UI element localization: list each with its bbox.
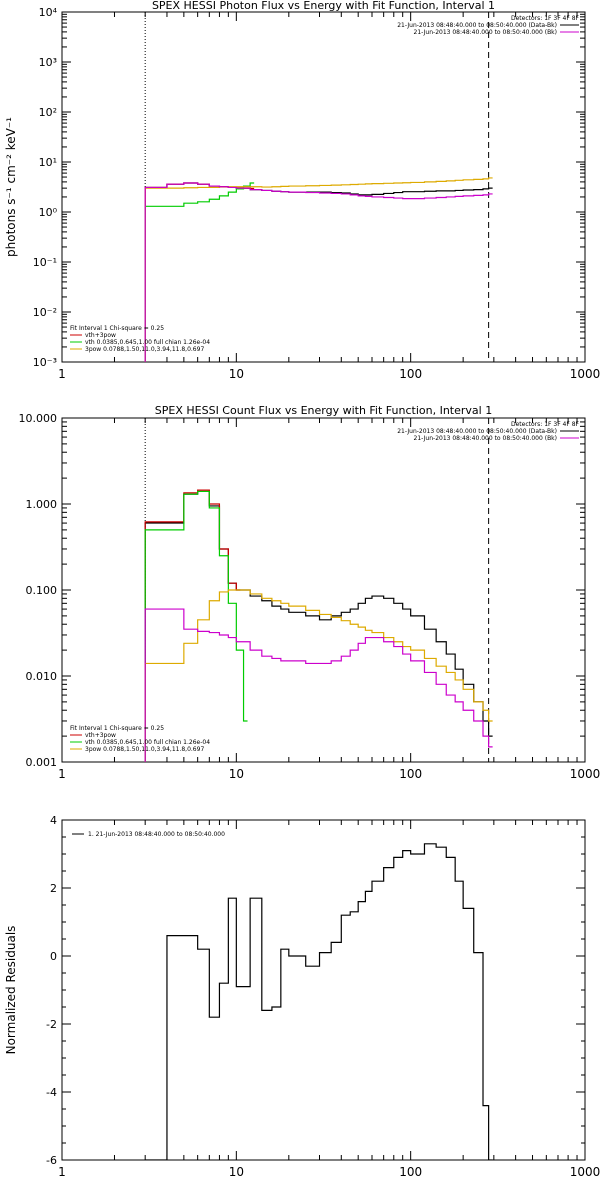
plot-frame-2 — [61, 417, 586, 763]
series-1-1 — [144, 182, 493, 362]
legend-bottom-line: vth 0.0385,0.645,1.00 full chian 1.26e-0… — [85, 739, 210, 746]
legend-bottom-line: Fit Interval 1 Chi-square = 0.25 — [70, 325, 164, 332]
y-tick-label: 10² — [39, 106, 57, 119]
y-tick-label: 10³ — [39, 56, 57, 69]
x-tick-label: 10 — [229, 1165, 244, 1179]
legend-bottom-line: vth 0.0385,0.645,1.00 full chian 1.26e-0… — [85, 339, 210, 346]
y-axis-label-1: photons s⁻¹ cm⁻² keV⁻¹ — [4, 117, 18, 257]
legend-top-line: Detectors: 1F 3F 4F 8F — [511, 421, 580, 428]
x-tick-label: 100 — [399, 767, 422, 781]
legend-bottom-line: vth+3pow — [85, 332, 116, 339]
y-tick-label: 10⁻² — [33, 306, 57, 319]
series-1-5 — [144, 182, 493, 362]
legend-bottom-line: vth+3pow — [85, 732, 116, 739]
chart-title-2: SPEX HESSI Count Flux vs Energy with Fit… — [155, 404, 492, 417]
y-tick-label: 1.000 — [26, 498, 58, 511]
y-tick-label: 10⁻¹ — [33, 256, 57, 269]
series-1-4 — [144, 177, 493, 362]
y-tick-label: 2 — [50, 882, 57, 895]
legend-top-line: 1. 21-Jun-2013 08:48:40.000 to 08:50:40.… — [88, 831, 225, 838]
x-tick-label: 1000 — [570, 1165, 600, 1179]
legend-top-line: 21-Jun-2013 08:48:40.000 to 08:50:40.000… — [397, 428, 557, 435]
x-tick-label: 1000 — [570, 367, 600, 381]
y-tick-label: 10.000 — [19, 412, 58, 425]
x-tick-label: 100 — [399, 1165, 422, 1179]
y-tick-label: 10¹ — [39, 156, 57, 169]
x-tick-label: 100 — [399, 367, 422, 381]
x-tick-label: 1 — [58, 367, 66, 381]
x-tick-label: 1 — [58, 1165, 66, 1179]
series-2-3 — [144, 490, 248, 762]
series-2-4 — [144, 589, 493, 762]
legend-top-line: 21-Jun-2013 08:48:40.000 to 08:50:40.000… — [414, 435, 557, 442]
y-tick-label: 10⁴ — [39, 6, 58, 19]
y-tick-label: 10⁰ — [39, 206, 58, 219]
y-tick-label: 0 — [50, 950, 57, 963]
x-tick-label: 1 — [58, 767, 66, 781]
plot-frame-1 — [61, 11, 586, 363]
legend-top-line: 21-Jun-2013 08:48:40.000 to 08:50:40.000… — [414, 29, 557, 36]
legend-top-line: Detectors: 1F 3F 4F 8F — [511, 15, 580, 22]
legend-top-line: 21-Jun-2013 08:48:40.000 to 08:50:40.000… — [397, 22, 557, 29]
x-tick-label: 10 — [229, 767, 244, 781]
legend-bottom-line: Fit Interval 1 Chi-square = 0.25 — [70, 725, 164, 732]
y-axis-label-3: Normalized Residuals — [4, 926, 18, 1055]
y-tick-label: -4 — [46, 1086, 57, 1099]
series-1-2 — [144, 182, 255, 362]
legend-bottom-line: 3pow 0.0788,1.50,11.0,3.94,11.8,0.697 — [85, 346, 204, 353]
series-3-1 — [145, 843, 493, 1160]
x-tick-label: 10 — [229, 367, 244, 381]
legend-bottom-line: 3pow 0.0788,1.50,11.0,3.94,11.8,0.697 — [85, 746, 204, 753]
chart-title-1: SPEX HESSI Photon Flux vs Energy with Fi… — [152, 0, 495, 12]
y-tick-label: 0.001 — [26, 756, 58, 769]
y-tick-label: 0.100 — [26, 584, 58, 597]
series-1-3 — [144, 182, 255, 362]
x-tick-label: 1000 — [570, 767, 600, 781]
y-tick-label: -6 — [46, 1154, 57, 1167]
y-tick-label: -2 — [46, 1018, 57, 1031]
plot-frame-3 — [61, 819, 586, 1161]
series-2-5 — [144, 608, 493, 762]
y-tick-label: 10⁻³ — [33, 356, 57, 369]
y-tick-label: 4 — [50, 814, 57, 827]
series-2-2 — [144, 489, 241, 762]
y-tick-label: 0.010 — [26, 670, 58, 683]
